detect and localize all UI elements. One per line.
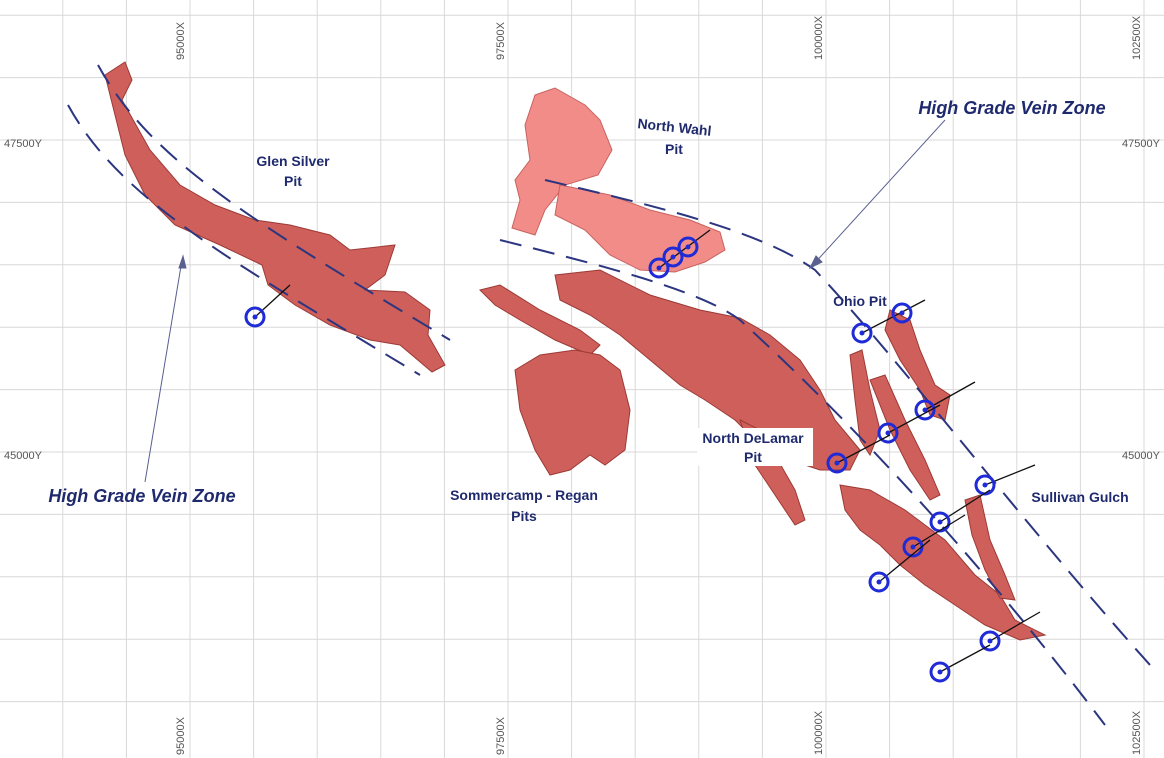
zone-label: High Grade Vein Zone — [48, 486, 235, 506]
sommercamp-orebody — [514, 349, 631, 476]
drill-collar-dot — [987, 638, 993, 644]
x-grid-label: 97500X — [495, 21, 507, 60]
y-grid-label: 47500Y — [1122, 138, 1161, 150]
zone-label: High Grade Vein Zone — [918, 98, 1105, 118]
x-grid-label: 95000X — [175, 716, 187, 755]
sullivan-veins — [964, 494, 1016, 601]
pit-label: Pit — [744, 449, 762, 465]
drill-collar-dot — [910, 544, 916, 550]
x-grid-label: 100000X — [813, 710, 825, 755]
drill-collar — [868, 571, 890, 593]
x-grid-label: 97500X — [495, 716, 507, 755]
drill-collar — [851, 322, 873, 344]
pit-label: Pit — [284, 173, 302, 189]
drill-collar-dot — [876, 579, 882, 585]
x-grid-label: 102500X — [1131, 15, 1143, 60]
drill-collar — [877, 422, 899, 444]
arrows — [144, 119, 946, 483]
drill-trace — [658, 229, 711, 269]
drill-collar-dot — [656, 265, 662, 271]
drill-collar-dot — [885, 430, 891, 436]
drill-collar-dot — [859, 330, 865, 336]
drill-collar-dot — [834, 460, 840, 466]
drill-trace — [254, 284, 291, 318]
pit-label: Pit — [665, 141, 683, 157]
drill-collar — [244, 306, 266, 328]
glen-silver-orebody — [104, 61, 446, 373]
x-grid-label: 100000X — [813, 15, 825, 60]
drill-collar-dot — [899, 310, 905, 316]
drill-trace — [878, 539, 931, 583]
y-grid-label: 45000Y — [4, 450, 43, 462]
label-background — [697, 428, 813, 466]
pit-label: Pits — [511, 508, 537, 524]
x-grid-label: 102500X — [1131, 710, 1143, 755]
drill-collar-dot — [252, 314, 258, 320]
north-delamar-veins — [479, 284, 601, 356]
drill-collar — [929, 661, 951, 683]
north-delamar-orebody — [554, 269, 861, 471]
pit-label: Sommercamp - Regan — [450, 487, 598, 503]
zone-boundary — [499, 239, 1106, 726]
ohio-orebody — [884, 309, 951, 421]
pit-label: North Wahl — [637, 115, 712, 139]
drill-collar-dot — [922, 407, 928, 413]
drill-collar — [662, 246, 684, 268]
arrow — [811, 119, 946, 267]
north-wahl-orebody-2 — [554, 184, 726, 273]
x-grid-label: 95000X — [175, 21, 187, 60]
east-veins — [869, 374, 941, 501]
pit-label: North DeLamar — [702, 430, 804, 446]
drill-collar — [974, 474, 996, 496]
zone-boundary — [67, 104, 421, 376]
drill-collar — [826, 452, 848, 474]
zone-boundary — [97, 64, 451, 341]
y-grid-label: 45000Y — [1122, 450, 1161, 462]
pit-label: Glen Silver — [256, 153, 330, 169]
north-wahl-orebody — [511, 87, 613, 236]
drill-collar-dot — [685, 244, 691, 250]
pit-label: Ohio Pit — [833, 293, 887, 309]
drill-collar — [677, 236, 699, 258]
drill-collar — [914, 399, 936, 421]
y-grid-label: 47500Y — [4, 138, 43, 150]
arrow — [144, 259, 183, 483]
pit-label: Sullivan Gulch — [1031, 489, 1128, 505]
drill-collar — [891, 302, 913, 324]
sullivan-orebody — [839, 484, 1047, 641]
arrow-head — [178, 254, 187, 269]
arrow-head — [808, 255, 823, 270]
orebodies — [104, 61, 1047, 641]
zone-boundary — [544, 179, 1151, 666]
vein-zone-boundaries — [67, 64, 1151, 726]
drill-collar — [648, 257, 670, 279]
drill-collar-dot — [670, 254, 676, 260]
drill-collar-dot — [982, 482, 988, 488]
drill-collar-dot — [937, 669, 943, 675]
drill-targets — [244, 229, 1041, 683]
drill-collar-dot — [937, 519, 943, 525]
drill-collar — [979, 630, 1001, 652]
ohio-veins — [849, 349, 881, 457]
